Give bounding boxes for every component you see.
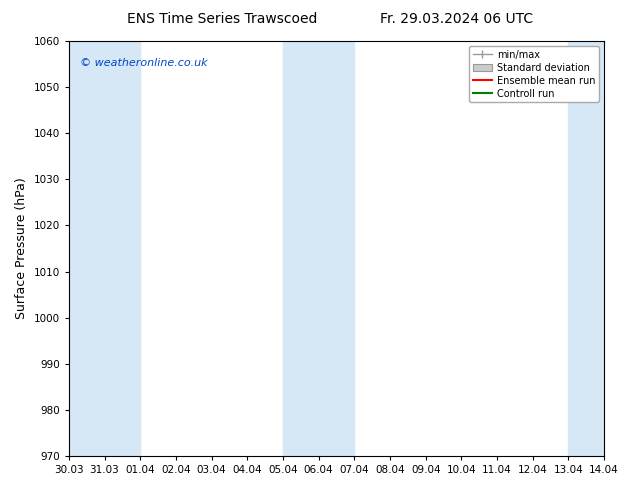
- Text: © weatheronline.co.uk: © weatheronline.co.uk: [79, 58, 207, 68]
- Bar: [319, 41, 354, 456]
- Bar: [569, 41, 604, 456]
- Text: ENS Time Series Trawscoed: ENS Time Series Trawscoed: [127, 12, 317, 26]
- Text: Fr. 29.03.2024 06 UTC: Fr. 29.03.2024 06 UTC: [380, 12, 533, 26]
- Y-axis label: Surface Pressure (hPa): Surface Pressure (hPa): [15, 178, 28, 319]
- Bar: [69, 41, 105, 456]
- Legend: min/max, Standard deviation, Ensemble mean run, Controll run: min/max, Standard deviation, Ensemble me…: [469, 46, 599, 102]
- Bar: [283, 41, 319, 456]
- Bar: [105, 41, 140, 456]
